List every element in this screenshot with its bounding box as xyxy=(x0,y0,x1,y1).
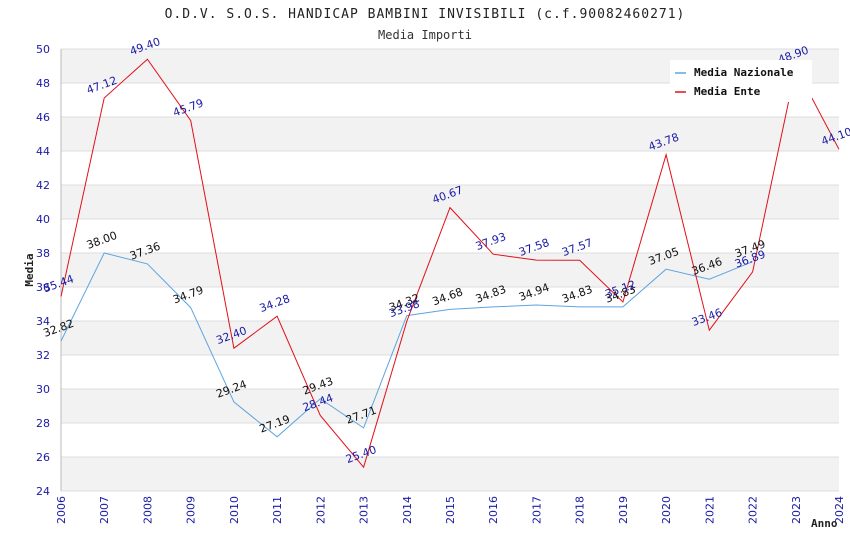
x-tick-label: 2023 xyxy=(790,496,803,524)
series-lines xyxy=(60,58,840,469)
grid-lines xyxy=(61,48,839,492)
grid-band xyxy=(61,355,839,389)
x-tick-label: 2020 xyxy=(660,496,673,524)
y-tick-label: 38 xyxy=(36,247,50,260)
y-tick-label: 36 xyxy=(36,281,50,294)
x-tick-label: 2017 xyxy=(530,496,543,524)
legend-label-media-ente: Media Ente xyxy=(694,85,761,98)
y-tick-label: 48 xyxy=(36,77,50,90)
grid-band xyxy=(61,321,839,355)
grid-band xyxy=(61,423,839,457)
x-tick-label: 2016 xyxy=(487,496,500,524)
y-tick-label: 28 xyxy=(36,417,50,430)
y-tick-label: 30 xyxy=(36,383,50,396)
x-tick-label: 2010 xyxy=(228,496,241,524)
grid-band xyxy=(61,287,839,321)
y-tick-label: 44 xyxy=(36,145,50,158)
x-tick-label: 2014 xyxy=(401,496,414,524)
x-tick-label: 2009 xyxy=(185,496,198,524)
y-tick-label: 26 xyxy=(36,451,50,464)
y-tick-label: 24 xyxy=(36,485,50,498)
legend: Media Nazionale Media Ente xyxy=(670,60,812,102)
x-tick-label: 2018 xyxy=(574,496,587,524)
series-line-media-ente xyxy=(60,58,840,469)
y-tick-label: 42 xyxy=(36,179,50,192)
y-tick-label: 32 xyxy=(36,349,50,362)
grid-band xyxy=(61,219,839,253)
legend-background xyxy=(670,60,812,102)
x-tick-label: 2019 xyxy=(617,496,630,524)
grid-band xyxy=(61,185,839,219)
x-tick-label: 2007 xyxy=(98,496,111,524)
x-axis-label: Anno xyxy=(811,517,838,530)
x-tick-label: 2022 xyxy=(747,496,760,524)
x-tick-label: 2006 xyxy=(55,496,68,524)
chart-subtitle: Media Importi xyxy=(378,28,472,42)
grid-band xyxy=(61,389,839,423)
grid-band xyxy=(61,457,839,491)
chart-title: O.D.V. S.O.S. HANDICAP BAMBINI INVISIBIL… xyxy=(165,7,686,22)
x-tick-label: 2013 xyxy=(358,496,371,524)
y-tick-label: 50 xyxy=(36,43,50,56)
grid-band xyxy=(61,253,839,287)
x-tick-label: 2015 xyxy=(444,496,457,524)
x-tick-label: 2012 xyxy=(314,496,327,524)
y-tick-label: 34 xyxy=(36,315,50,328)
x-tick-label: 2021 xyxy=(703,496,716,524)
y-tick-labels: 24 26 28 30 32 34 36 38 40 42 44 46 48 50 xyxy=(36,43,50,498)
y-tick-label: 46 xyxy=(36,111,50,124)
legend-label-media-nazionale: Media Nazionale xyxy=(694,66,794,79)
x-tick-label: 2024 xyxy=(833,496,846,524)
x-tick-label: 2008 xyxy=(141,496,154,524)
y-tick-label: 40 xyxy=(36,213,50,226)
series-line-media-nazionale xyxy=(60,252,753,438)
x-tick-label: 2011 xyxy=(271,496,284,524)
x-tick-labels: 2006 2007 2008 2009 2010 2011 2012 2013 2014 2015… xyxy=(55,496,846,524)
y-axis-label: Media xyxy=(23,253,36,286)
grid-band xyxy=(61,117,839,151)
grid-band xyxy=(61,151,839,185)
